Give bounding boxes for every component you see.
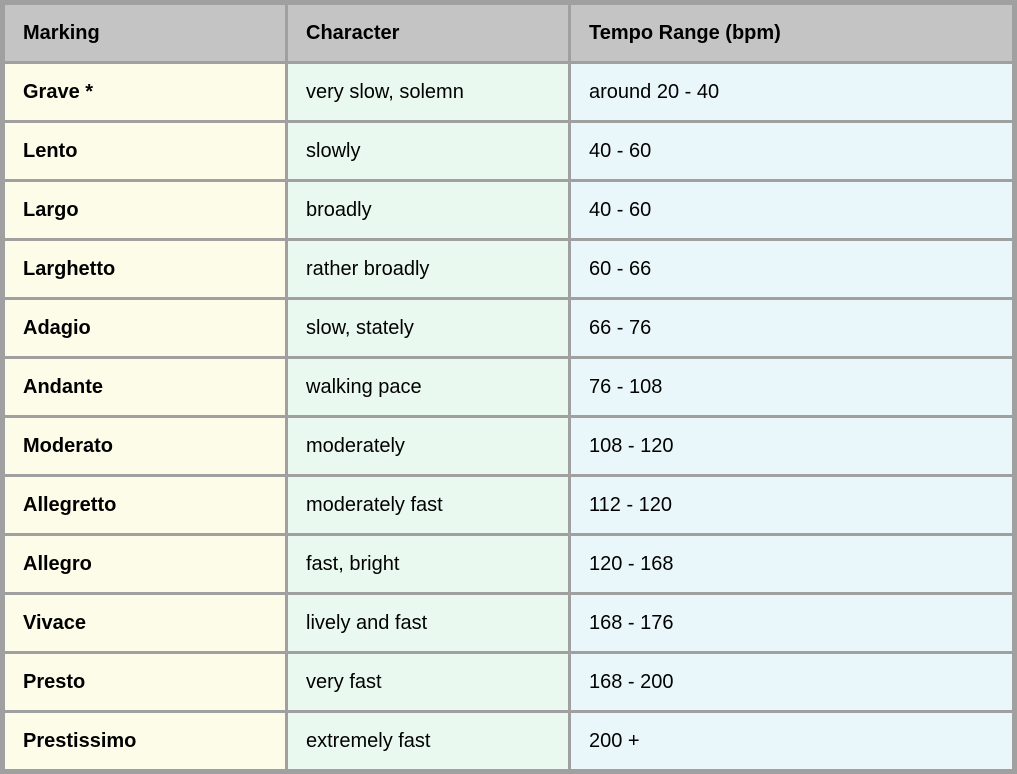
cell-character: moderately fast	[288, 477, 568, 533]
cell-character: fast, bright	[288, 536, 568, 592]
table-row: Prestissimo extremely fast 200 +	[5, 713, 1012, 769]
cell-tempo: 168 - 176	[571, 595, 1012, 651]
table: Marking Character Tempo Range (bpm) Grav…	[2, 2, 1015, 772]
cell-marking: Grave *	[5, 64, 285, 120]
cell-marking: Largo	[5, 182, 285, 238]
cell-character: moderately	[288, 418, 568, 474]
table-row: Grave * very slow, solemn around 20 - 40	[5, 64, 1012, 120]
cell-character: lively and fast	[288, 595, 568, 651]
column-header-character: Character	[288, 5, 568, 61]
cell-tempo: 200 +	[571, 713, 1012, 769]
table-row: Allegretto moderately fast 112 - 120	[5, 477, 1012, 533]
cell-character: rather broadly	[288, 241, 568, 297]
cell-tempo: 40 - 60	[571, 182, 1012, 238]
cell-tempo: 66 - 76	[571, 300, 1012, 356]
cell-character: slow, stately	[288, 300, 568, 356]
cell-character: extremely fast	[288, 713, 568, 769]
table-row: Moderato moderately 108 - 120	[5, 418, 1012, 474]
cell-tempo: 120 - 168	[571, 536, 1012, 592]
cell-marking: Allegretto	[5, 477, 285, 533]
cell-tempo: 40 - 60	[571, 123, 1012, 179]
cell-tempo: 76 - 108	[571, 359, 1012, 415]
table-row: Larghetto rather broadly 60 - 66	[5, 241, 1012, 297]
table-header-row: Marking Character Tempo Range (bpm)	[5, 5, 1012, 61]
table-row: Adagio slow, stately 66 - 76	[5, 300, 1012, 356]
table-row: Vivace lively and fast 168 - 176	[5, 595, 1012, 651]
column-header-tempo: Tempo Range (bpm)	[571, 5, 1012, 61]
cell-tempo: around 20 - 40	[571, 64, 1012, 120]
column-header-marking: Marking	[5, 5, 285, 61]
table-row: Andante walking pace 76 - 108	[5, 359, 1012, 415]
cell-character: very slow, solemn	[288, 64, 568, 120]
cell-marking: Larghetto	[5, 241, 285, 297]
cell-tempo: 108 - 120	[571, 418, 1012, 474]
cell-character: slowly	[288, 123, 568, 179]
cell-marking: Andante	[5, 359, 285, 415]
cell-tempo: 60 - 66	[571, 241, 1012, 297]
cell-marking: Allegro	[5, 536, 285, 592]
table-row: Allegro fast, bright 120 - 168	[5, 536, 1012, 592]
tempo-markings-table: Marking Character Tempo Range (bpm) Grav…	[0, 0, 1017, 774]
cell-marking: Moderato	[5, 418, 285, 474]
cell-marking: Lento	[5, 123, 285, 179]
table-body: Grave * very slow, solemn around 20 - 40…	[5, 64, 1012, 769]
cell-character: walking pace	[288, 359, 568, 415]
cell-marking: Adagio	[5, 300, 285, 356]
cell-marking: Prestissimo	[5, 713, 285, 769]
table-header: Marking Character Tempo Range (bpm)	[5, 5, 1012, 61]
cell-character: broadly	[288, 182, 568, 238]
cell-marking: Vivace	[5, 595, 285, 651]
table-row: Presto very fast 168 - 200	[5, 654, 1012, 710]
table-row: Largo broadly 40 - 60	[5, 182, 1012, 238]
table-row: Lento slowly 40 - 60	[5, 123, 1012, 179]
cell-tempo: 112 - 120	[571, 477, 1012, 533]
cell-tempo: 168 - 200	[571, 654, 1012, 710]
cell-marking: Presto	[5, 654, 285, 710]
cell-character: very fast	[288, 654, 568, 710]
